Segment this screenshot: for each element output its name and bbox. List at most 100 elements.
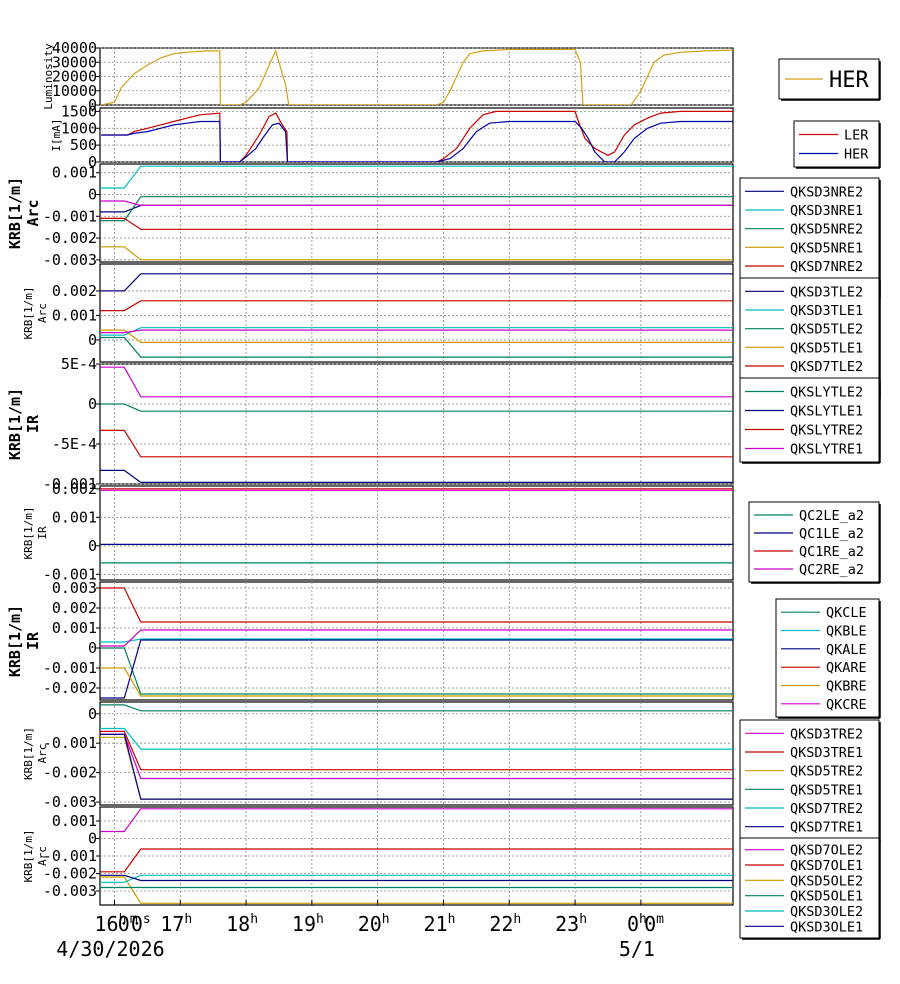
legend-entry: QKSLYTRE1 [790, 442, 863, 458]
legend-entry: QKSD5TLE1 [790, 340, 863, 356]
ytick-label: 10000 [52, 82, 97, 100]
series-line-qksd5ole2 [100, 876, 733, 904]
y-axis-label-2: Arc [36, 303, 49, 323]
series-line-qkcre [100, 629, 733, 647]
y-axis-label: KRB[1/m] [22, 507, 35, 560]
y-axis-label-2: Arc [24, 199, 42, 226]
ytick-label: 0 [88, 639, 97, 657]
legend-entry: QKSD7OLE2 [790, 843, 863, 859]
legend-entry: QKSD5TRE2 [790, 764, 863, 780]
series-line-qksd7tle1 [100, 329, 733, 334]
y-axis-label: KRB[1/m] [6, 177, 24, 249]
xtick-label: 16h [95, 912, 127, 936]
legend-entry: QKSD5NRE2 [790, 222, 863, 238]
legend-entry: QKSD5TRE1 [790, 782, 863, 798]
legend-entry: QKSD5TLE2 [790, 322, 863, 338]
ytick-label: 500 [70, 136, 97, 154]
panel-frame [99, 485, 734, 581]
ytick-label: 0.002 [52, 480, 97, 498]
series-line-qksd5nre1 [100, 246, 733, 261]
legend-entry: QC1LE_a2 [799, 526, 864, 542]
series-line-qkslytle2 [100, 403, 733, 412]
series-line-qkale [100, 639, 733, 699]
legend-entry: QC2RE_a2 [799, 562, 864, 578]
xtick-sublabel: 0s [131, 912, 151, 936]
ytick-label: -0.001 [43, 734, 97, 752]
legend-entry: QKSD3OLE1 [790, 919, 863, 935]
ytick-label: 0.001 [52, 812, 97, 830]
series-line-qksd5tle1 [100, 329, 733, 343]
legend-entry: QKBLE [826, 624, 867, 640]
series-line-qkcle [100, 647, 733, 695]
y-axis-label-2: Arc [36, 846, 49, 866]
series-line-qksd7tle2 [100, 300, 733, 312]
legend-entry: QKSLYTLE1 [790, 404, 863, 420]
legend-panel-5: QKSLYTLE2 QKSLYTLE1 QKSLYTRE2 QKSLYTRE1 [739, 377, 881, 464]
legend-panel-2: LER HER [793, 120, 881, 169]
legend-entry: QKSD3TRE2 [790, 726, 863, 742]
ytick-label: 0 [88, 395, 97, 413]
ytick-label: -0.001 [43, 847, 97, 865]
legend-entry: QKSD7OLE1 [790, 858, 863, 874]
legend-entry: HER [844, 147, 869, 163]
legend-entry: QKARE [826, 660, 867, 676]
series-line-qksd7nre1 [100, 200, 733, 206]
ytick-label: 1500 [61, 102, 97, 120]
ytick-label: -0.002 [43, 865, 97, 883]
ytick-label: 0 [88, 830, 97, 848]
legend-panel-6: QC2LE_a2 QC1LE_a2 QC1RE_a2 QC2RE_a2 [748, 501, 881, 584]
y-axis-label: KRB[1/m] [22, 727, 35, 780]
series-line-qksd7tre1 [100, 733, 733, 800]
ytick-label: 0.002 [52, 282, 97, 300]
series-line-qksd3ole1 [100, 874, 733, 882]
xtick-label: 23h [555, 912, 587, 936]
ytick-label: 30000 [52, 53, 97, 71]
series-line-her [101, 120, 733, 162]
series-line-qkslytre2 [100, 429, 733, 458]
series-line-qksd5tre1 [100, 704, 733, 712]
ytick-label: -0.003 [43, 251, 97, 269]
series-line-qksd7ole1 [100, 848, 733, 873]
series-line-qksd3nre2 [100, 204, 733, 213]
legend-entry: QKSD3NRE2 [790, 184, 863, 200]
xtick-label: 22h [489, 912, 521, 936]
xtick-sublabel: 0m [644, 912, 664, 936]
series-line-qkslytle1 [100, 469, 733, 483]
legend-entry: QKSD5NRE1 [790, 240, 863, 256]
series-line-qksd3nre1 [100, 165, 733, 189]
y-axis-label: KRB[1/m] [6, 605, 24, 677]
ytick-label: 0 [88, 153, 97, 171]
series-line-qkslytre1 [100, 366, 733, 398]
panel-7: 0.003 0.002 0.001 0 -0.001 -0.002 KRB[1/m] IR QK… [6, 579, 881, 719]
panel-frame [99, 263, 734, 363]
series-line-qksd5nre2 [100, 196, 733, 222]
series-line-qksd3ole2 [100, 874, 733, 883]
xtick-label: 19h [292, 912, 324, 936]
ytick-label: 0.002 [52, 599, 97, 617]
ytick-label: 40000 [52, 39, 97, 57]
legend-entry: QKSLYTRE2 [790, 423, 863, 439]
ytick-label: -0.002 [43, 679, 97, 697]
legend-entry: QKSD3TLE1 [790, 303, 863, 319]
legend-entry: QKSD3TLE2 [790, 284, 863, 300]
ytick-label: 0 [88, 185, 97, 203]
series-line-qksd3tre2 [100, 733, 733, 780]
ytick-label: 0 [88, 705, 97, 723]
legend-entry: QKSD5OLE2 [790, 873, 863, 889]
ytick-label: -0.001 [43, 207, 97, 225]
series-line-ler [101, 110, 733, 162]
legend-entry: QKSD3TRE1 [790, 745, 863, 761]
ytick-label: 0.001 [52, 164, 97, 182]
legend-entry: QC1RE_a2 [799, 544, 864, 560]
legend-box [793, 120, 880, 168]
panel-frame [99, 163, 734, 263]
legend-entry: QC2LE_a2 [799, 508, 864, 524]
ytick-label: 0 [88, 96, 97, 114]
